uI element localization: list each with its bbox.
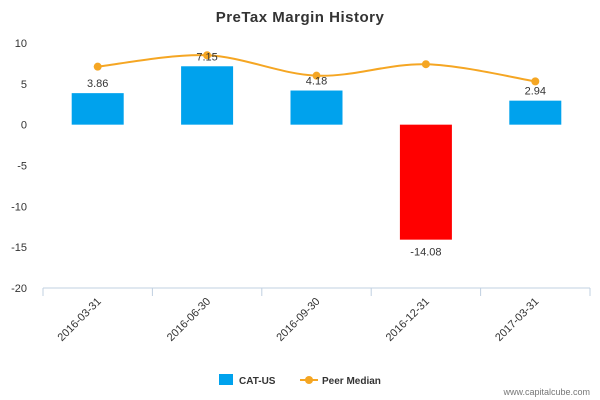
y-tick-label: 0 [21, 120, 27, 132]
credit-text: www.capitalcube.com [502, 387, 590, 397]
x-tick-label: 2016-06-30 [165, 296, 213, 344]
legend: CAT-US Peer Median [219, 374, 381, 387]
x-tick-label: 2016-12-31 [384, 296, 432, 344]
bar-data-label: -14.08 [410, 247, 441, 259]
bar-cat-us[interactable] [181, 66, 234, 125]
peer-median-point[interactable] [93, 62, 102, 71]
peer-median-point[interactable] [312, 71, 321, 80]
bar-cat-us[interactable] [399, 124, 452, 240]
y-tick-label: -15 [11, 242, 27, 254]
x-tick-label: 2016-03-31 [56, 296, 104, 344]
y-tick-label: -20 [11, 283, 27, 295]
legend-label-cat-us[interactable]: CAT-US [239, 376, 276, 387]
bar-data-label: 4.18 [306, 76, 327, 88]
bar-cat-us[interactable] [509, 100, 562, 125]
chart-title: PreTax Margin History [216, 9, 385, 26]
bar-data-label: 3.86 [87, 78, 108, 90]
legend-bar-swatch [219, 374, 233, 385]
x-tick-label: 2016-09-30 [274, 296, 322, 344]
bar-cat-us[interactable] [71, 93, 124, 125]
bar-layer [71, 66, 562, 240]
bar-data-label: 7.15 [196, 51, 217, 63]
y-tick-label: -5 [17, 161, 27, 173]
bar-cat-us[interactable] [290, 90, 343, 125]
bar-data-label: 2.94 [525, 86, 546, 98]
y-tick-label: -10 [11, 201, 27, 213]
legend-line-marker [305, 376, 313, 384]
x-tick-label: 2017-03-31 [493, 296, 541, 344]
y-tick-label: 5 [21, 79, 27, 91]
peer-median-point[interactable] [531, 77, 540, 86]
peer-median-point[interactable] [421, 60, 430, 69]
legend-label-peer-median[interactable]: Peer Median [322, 376, 381, 387]
peer-median-point[interactable] [203, 51, 212, 60]
line-layer [93, 51, 540, 86]
y-tick-label: 10 [15, 38, 27, 50]
label-layer: 3.86 7.15 4.18 -14.08 2.94 [87, 51, 546, 258]
